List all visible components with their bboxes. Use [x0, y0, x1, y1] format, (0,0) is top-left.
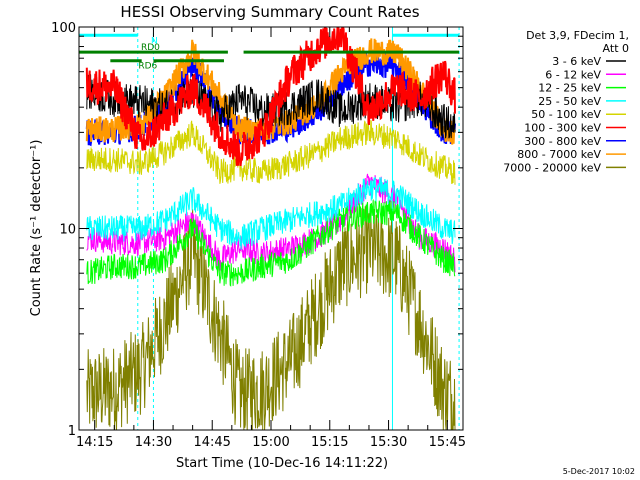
x-tick-label-3: 15:00	[252, 435, 289, 450]
series-line-3	[86, 176, 456, 250]
date-stamp: 5-Dec-2017 10:02	[563, 467, 635, 476]
legend-label-0: 3 - 6 keV	[552, 55, 601, 68]
x-tick-label-5: 15:30	[370, 435, 407, 450]
annotation-label-2: N	[151, 36, 158, 46]
y-tick-label-2: 100	[51, 21, 76, 36]
plot-area: RD0 RD6 N	[78, 26, 460, 431]
x-tick-label-1: 14:30	[135, 435, 172, 450]
x-tick-label-2: 14:45	[193, 435, 230, 450]
legend-label-6: 300 - 800 keV	[524, 135, 601, 148]
annotation-label-1: RD6	[138, 62, 157, 72]
x-axis: 14:15 14:30 14:45 15:00 15:15 15:30 15:45	[76, 27, 466, 450]
legend-label-1: 6 - 12 keV	[545, 68, 601, 81]
legend-label-8: 7000 - 20000 keV	[503, 161, 601, 174]
legend-header-0: Det 3,9, FDecim 1,	[526, 29, 629, 42]
y-tick-label-1: 10	[59, 223, 76, 238]
x-tick-label-0: 14:15	[76, 435, 113, 450]
series-line-2	[86, 199, 456, 287]
legend-header-1: Att 0	[603, 42, 629, 55]
legend-label-5: 100 - 300 keV	[524, 122, 601, 135]
legend-label-3: 25 - 50 keV	[538, 95, 601, 108]
series-line-4	[86, 120, 456, 185]
x-axis-label: Start Time (10-Dec-16 14:11:22)	[176, 456, 388, 471]
x-tick-label-4: 15:15	[311, 435, 348, 450]
series-line-8	[86, 206, 456, 431]
series-line-5	[85, 26, 456, 166]
legend-label-4: 50 - 100 keV	[531, 108, 601, 121]
legend-label-2: 12 - 25 keV	[538, 82, 601, 95]
y-tick-label-0: 1	[68, 424, 76, 439]
x-tick-label-6: 15:45	[429, 435, 466, 450]
annotation-label-0: RD0	[141, 43, 160, 53]
chart-title: HESSI Observing Summary Count Rates	[120, 3, 419, 21]
y-axis: 1 10 100	[51, 21, 463, 439]
y-axis-label: Count Rate (s⁻¹ detector⁻¹)	[29, 140, 44, 317]
legend-label-7: 800 - 7000 keV	[517, 148, 601, 161]
